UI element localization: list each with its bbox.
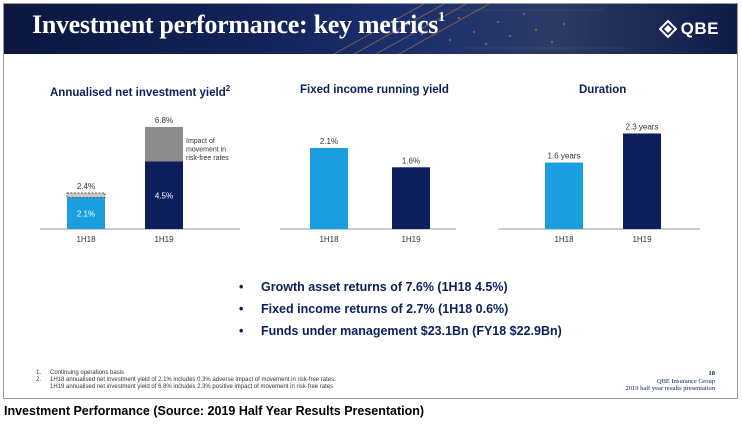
data-label: 4.5% <box>155 191 173 200</box>
bullet-item: • Funds under management $23.1Bn (FY18 $2… <box>239 324 562 338</box>
slide: Investment performance: key metrics1 QBE… <box>3 3 738 399</box>
bar-segment <box>145 161 183 229</box>
presentation-name: 2019 half year results presentation <box>625 385 715 392</box>
x-tick-label: 1H19 <box>154 235 174 244</box>
slide-title: Investment performance: key metrics1 <box>32 10 445 39</box>
bar <box>392 167 430 229</box>
data-label: 2.3 years <box>626 122 659 131</box>
chart-yield: 2.1% 2.4% 1H18 4.5% 6.8% 1H19 Impact of movemen… <box>40 116 240 244</box>
annotation-line: movement in <box>186 147 226 154</box>
chart-duration: 1.6 years 1H18 2.3 years 1H19 <box>498 122 700 244</box>
annotation-text: Impact of movement in risk-free rates <box>186 138 229 162</box>
header-banner: Investment performance: key metrics1 QBE <box>4 4 737 54</box>
data-label: 2.1% <box>320 137 338 146</box>
bar <box>623 133 661 229</box>
annotation-line: risk-free rates <box>186 155 229 162</box>
total-label: 6.8% <box>155 116 173 125</box>
x-tick-label: 1H19 <box>401 235 421 244</box>
footnote-2-continued: 1H19 annualised net investment yield of … <box>50 384 334 390</box>
company-name: QBE Insurance Group <box>656 377 715 385</box>
header-decoration <box>333 4 624 54</box>
logo-text: QBE <box>680 19 719 38</box>
chart-title-yield: Annualised net investment yield2 <box>50 84 231 99</box>
image-caption: Investment Performance (Source: 2019 Hal… <box>4 404 425 418</box>
bar-segment <box>67 197 105 229</box>
bar <box>310 148 348 229</box>
page-number: 18 <box>708 370 716 377</box>
data-label: 2.1% <box>77 209 95 218</box>
data-label: 1.6% <box>402 156 420 165</box>
total-label: 2.4% <box>77 182 95 191</box>
x-tick-label: 1H19 <box>632 235 652 244</box>
footnotes: 1. Continuing operations basis 2. 1H18 ann… <box>36 370 336 391</box>
bar-segment <box>145 127 183 162</box>
footnote-2: 2. 1H18 annualised net investment yield o… <box>36 377 336 383</box>
footnote-1: 1. Continuing operations basis <box>36 370 125 376</box>
chart-title-duration: Duration <box>579 84 627 96</box>
qbe-emblem-icon <box>658 20 677 38</box>
data-label: 1.6 years <box>548 152 581 161</box>
bar <box>545 162 583 229</box>
chart-title-fixed-income: Fixed income running yield <box>300 84 449 96</box>
bullet-item: • Fixed income returns of 2.7% (1H18 0.6%… <box>239 302 509 316</box>
x-tick-label: 1H18 <box>554 235 574 244</box>
qbe-logo: QBE <box>658 19 719 39</box>
annotation-line: Impact of <box>186 138 215 145</box>
bar-segment <box>66 192 106 198</box>
bullet-item: • Growth asset returns of 7.6% (1H18 4.5%… <box>239 280 508 294</box>
x-tick-label: 1H18 <box>319 235 339 244</box>
page-info: 18 QBE Insurance Group 2019 half year re… <box>625 370 715 393</box>
key-metrics-list: • Growth asset returns of 7.6% (1H18 4.5%… <box>239 280 562 346</box>
chart-fixed-income: 2.1% 1H18 1.6% 1H19 <box>280 137 456 244</box>
x-tick-label: 1H18 <box>76 235 96 244</box>
